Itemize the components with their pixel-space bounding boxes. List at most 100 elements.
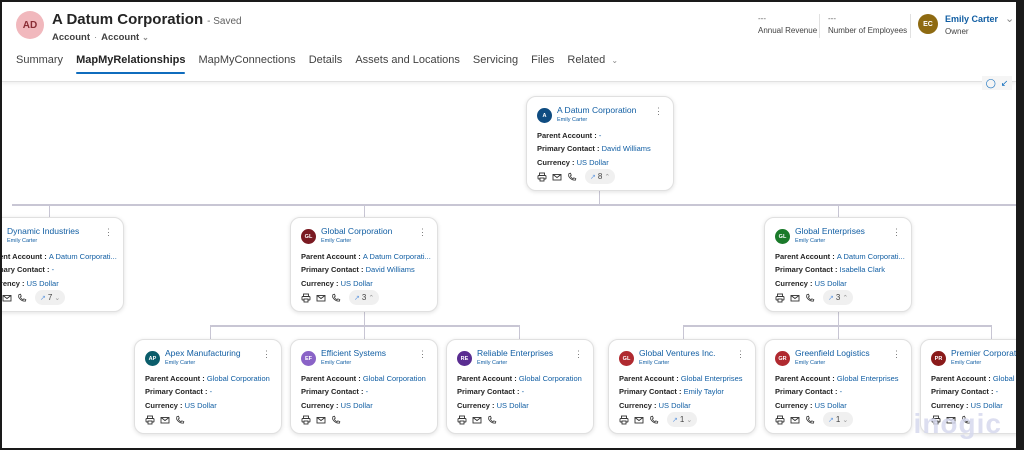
account-card-reliable-enterprises[interactable]: RE Reliable Enterprises Emily Carter ⋮ P… bbox=[446, 339, 594, 434]
email-icon[interactable] bbox=[790, 415, 800, 425]
account-owner[interactable]: Emily Carter bbox=[639, 360, 670, 366]
account-card-dynamic-industries[interactable]: DI Dynamic Industries Emily Carter ⋮ Par… bbox=[2, 217, 124, 312]
chevron-down-icon[interactable]: ⌄ bbox=[1005, 13, 1015, 25]
primary-contact-value[interactable]: - bbox=[51, 265, 55, 274]
print-icon[interactable] bbox=[775, 415, 785, 425]
email-icon[interactable] bbox=[946, 415, 956, 425]
form-selector[interactable]: Account bbox=[101, 32, 140, 43]
email-icon[interactable] bbox=[2, 293, 12, 303]
phone-icon[interactable] bbox=[331, 415, 341, 425]
collapse-icon[interactable]: ↙ bbox=[1000, 77, 1009, 88]
phone-icon[interactable] bbox=[961, 415, 971, 425]
account-owner[interactable]: Emily Carter bbox=[795, 238, 826, 244]
parent-account-value[interactable]: A Datum Corporati... bbox=[362, 252, 431, 261]
account-card-efficient-systems[interactable]: EF Efficient Systems Emily Carter ⋮ Pare… bbox=[290, 339, 438, 434]
currency-value[interactable]: US Dollar bbox=[496, 401, 529, 410]
account-owner[interactable]: Emily Carter bbox=[477, 360, 508, 366]
currency-value[interactable]: US Dollar bbox=[26, 279, 59, 288]
primary-contact-value[interactable]: - bbox=[209, 387, 213, 396]
phone-icon[interactable] bbox=[805, 415, 815, 425]
parent-account-value[interactable]: Global Corporation bbox=[518, 374, 582, 383]
email-icon[interactable] bbox=[790, 293, 800, 303]
tab-summary[interactable]: Summary bbox=[16, 54, 64, 66]
account-owner[interactable]: Emily Carter bbox=[951, 360, 982, 366]
parent-account-value[interactable]: - bbox=[598, 131, 602, 140]
child-count-toggle[interactable]: ↗ 1 ⌄ bbox=[667, 412, 698, 427]
account-card-apex-manufacturing[interactable]: AP Apex Manufacturing Emily Carter ⋮ Par… bbox=[134, 339, 282, 434]
primary-contact-value[interactable]: - bbox=[995, 387, 999, 396]
print-icon[interactable] bbox=[301, 415, 311, 425]
phone-icon[interactable] bbox=[17, 293, 27, 303]
chevron-down-icon[interactable]: ⌄ bbox=[142, 33, 149, 42]
more-options-icon[interactable]: ⋮ bbox=[418, 349, 427, 359]
account-name-link[interactable]: Premier Corporation bbox=[951, 348, 1024, 358]
phone-icon[interactable] bbox=[331, 293, 341, 303]
account-name-link[interactable]: Global Enterprises bbox=[795, 226, 865, 236]
more-options-icon[interactable]: ⋮ bbox=[418, 227, 427, 237]
parent-account-value[interactable]: Global Corporation bbox=[206, 374, 270, 383]
account-owner[interactable]: Emily Carter bbox=[557, 117, 588, 123]
account-owner[interactable]: Emily Carter bbox=[7, 238, 38, 244]
more-options-icon[interactable]: ⋮ bbox=[736, 349, 745, 359]
print-icon[interactable] bbox=[931, 415, 941, 425]
account-card-global-enterprises[interactable]: GL Global Enterprises Emily Carter ⋮ Par… bbox=[764, 217, 912, 312]
account-card-premier-corporation[interactable]: PR Premier Corporation Emily Carter ⋮ Pa… bbox=[920, 339, 1024, 434]
primary-contact-value[interactable]: - bbox=[365, 387, 369, 396]
print-icon[interactable] bbox=[775, 293, 785, 303]
tab-mapmyconnections[interactable]: MapMyConnections bbox=[198, 54, 296, 66]
primary-contact-value[interactable]: Isabella Clark bbox=[839, 265, 886, 274]
more-options-icon[interactable]: ⋮ bbox=[892, 227, 901, 237]
account-name-link[interactable]: Greenfield Logistics bbox=[795, 348, 870, 358]
parent-account-value[interactable]: Global Enterprises bbox=[836, 374, 899, 383]
account-name-link[interactable]: A Datum Corporation bbox=[557, 105, 637, 115]
account-card-a-datum[interactable]: A A Datum Corporation Emily Carter ⋮ Par… bbox=[526, 96, 674, 191]
email-icon[interactable] bbox=[316, 293, 326, 303]
currency-value[interactable]: US Dollar bbox=[658, 401, 691, 410]
primary-contact-value[interactable]: David Williams bbox=[365, 265, 415, 274]
currency-value[interactable]: US Dollar bbox=[340, 279, 373, 288]
phone-icon[interactable] bbox=[649, 415, 659, 425]
account-name-link[interactable]: Efficient Systems bbox=[321, 348, 387, 358]
parent-account-value[interactable]: Global Corporation bbox=[362, 374, 426, 383]
child-count-toggle[interactable]: ↗ 3 ⌃ bbox=[349, 290, 380, 305]
print-icon[interactable] bbox=[619, 415, 629, 425]
currency-value[interactable]: US Dollar bbox=[340, 401, 373, 410]
print-icon[interactable] bbox=[457, 415, 467, 425]
more-options-icon[interactable]: ⋮ bbox=[262, 349, 271, 359]
print-icon[interactable] bbox=[301, 293, 311, 303]
phone-icon[interactable] bbox=[805, 293, 815, 303]
account-name-link[interactable]: Apex Manufacturing bbox=[165, 348, 241, 358]
account-owner[interactable]: Emily Carter bbox=[321, 360, 352, 366]
child-count-toggle[interactable]: ↗ 7 ⌄ bbox=[35, 290, 66, 305]
parent-account-value[interactable]: Global Enterprises bbox=[992, 374, 1022, 383]
phone-icon[interactable] bbox=[175, 415, 185, 425]
tab-details[interactable]: Details bbox=[308, 54, 343, 66]
print-icon[interactable] bbox=[537, 172, 547, 182]
account-card-global-corporation[interactable]: GL Global Corporation Emily Carter ⋮ Par… bbox=[290, 217, 438, 312]
parent-account-value[interactable]: A Datum Corporati... bbox=[836, 252, 905, 261]
phone-icon[interactable] bbox=[487, 415, 497, 425]
primary-contact-value[interactable]: - bbox=[839, 387, 843, 396]
primary-contact-value[interactable]: - bbox=[521, 387, 525, 396]
more-options-icon[interactable]: ⋮ bbox=[892, 349, 901, 359]
more-options-icon[interactable]: ⋮ bbox=[574, 349, 583, 359]
account-name-link[interactable]: Dynamic Industries bbox=[7, 226, 80, 236]
email-icon[interactable] bbox=[552, 172, 562, 182]
child-count-toggle[interactable]: ↗ 3 ⌃ bbox=[823, 290, 854, 305]
email-icon[interactable] bbox=[316, 415, 326, 425]
currency-value[interactable]: US Dollar bbox=[184, 401, 217, 410]
more-options-icon[interactable]: ⋮ bbox=[104, 227, 113, 237]
account-card-greenfield-logistics[interactable]: GR Greenfield Logistics Emily Carter ⋮ P… bbox=[764, 339, 912, 434]
relationship-canvas[interactable]: A A Datum Corporation Emily Carter ⋮ Par… bbox=[2, 82, 1016, 448]
account-card-global-ventures[interactable]: GL Global Ventures Inc. Emily Carter ⋮ P… bbox=[608, 339, 756, 434]
child-count-toggle[interactable]: ↗ 8 ⌃ bbox=[585, 169, 616, 184]
parent-account-value[interactable]: A Datum Corporati... bbox=[48, 252, 117, 261]
child-count-toggle[interactable]: ↗ 1 ⌄ bbox=[823, 412, 854, 427]
tab-servicing[interactable]: Servicing bbox=[472, 54, 519, 66]
currency-value[interactable]: US Dollar bbox=[814, 401, 847, 410]
print-icon[interactable] bbox=[145, 415, 155, 425]
phone-icon[interactable] bbox=[567, 172, 577, 182]
account-owner[interactable]: Emily Carter bbox=[165, 360, 196, 366]
primary-contact-value[interactable]: David Williams bbox=[601, 144, 651, 153]
tab-assets-and-locations[interactable]: Assets and Locations bbox=[355, 54, 460, 66]
